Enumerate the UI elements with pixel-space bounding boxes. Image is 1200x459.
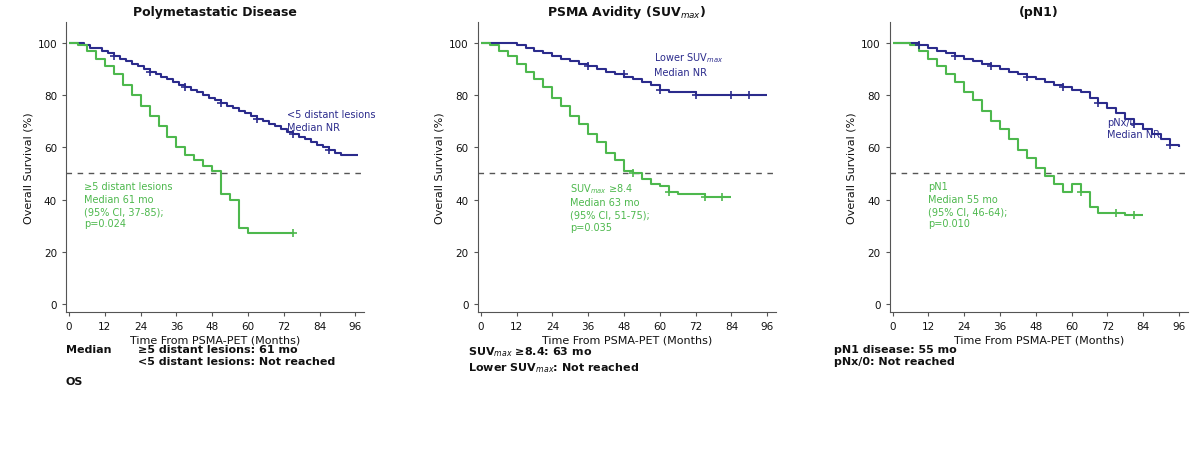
- Point: [982, 63, 1001, 71]
- Point: [1160, 142, 1180, 149]
- Title: Initial Nodal Disease
(pN1): Initial Nodal Disease (pN1): [967, 0, 1111, 19]
- Text: ≥5 distant lesions
Median 61 mo
(95% CI, 37-85);
p=0.024: ≥5 distant lesions Median 61 mo (95% CI,…: [84, 182, 173, 229]
- Point: [946, 53, 965, 61]
- Text: ≥5 distant lesions: 61 mo
<5 distant lesions: Not reached: ≥5 distant lesions: 61 mo <5 distant les…: [138, 344, 335, 366]
- Point: [1070, 189, 1090, 196]
- Text: SUV$_{max}$ ≥8.4
Median 63 mo
(95% CI, 51-75);
p=0.035: SUV$_{max}$ ≥8.4 Median 63 mo (95% CI, 5…: [570, 182, 650, 233]
- Text: OS: OS: [66, 376, 83, 386]
- Point: [695, 194, 714, 201]
- Point: [659, 189, 678, 196]
- Text: SUV$_{max}$ ≥8.4: 63 mo
Lower SUV$_{max}$: Not reached: SUV$_{max}$ ≥8.4: 63 mo Lower SUV$_{max}…: [468, 344, 640, 374]
- Title: PSMA-PET–Detected
PSMA Avidity (SUV$_{max}$): PSMA-PET–Detected PSMA Avidity (SUV$_{ma…: [547, 0, 707, 21]
- X-axis label: Time From PSMA-PET (Months): Time From PSMA-PET (Months): [954, 335, 1124, 345]
- Point: [1106, 209, 1126, 217]
- Title: PSMA-PET–Detected
Polymetastatic Disease: PSMA-PET–Detected Polymetastatic Disease: [133, 0, 298, 19]
- Point: [1088, 100, 1108, 107]
- Point: [175, 84, 194, 92]
- Point: [739, 92, 758, 100]
- Text: Lower SUV$_{max}$
Median NR: Lower SUV$_{max}$ Median NR: [654, 51, 724, 78]
- Point: [623, 170, 642, 178]
- Text: Median: Median: [66, 344, 112, 354]
- Point: [614, 72, 634, 79]
- Point: [1054, 84, 1073, 92]
- Y-axis label: Overall Survival (%): Overall Survival (%): [434, 112, 445, 223]
- Text: pN1
Median 55 mo
(95% CI, 46-64);
p=0.010: pN1 Median 55 mo (95% CI, 46-64); p=0.01…: [929, 182, 1008, 229]
- Y-axis label: Overall Survival (%): Overall Survival (%): [23, 112, 34, 223]
- Point: [1124, 121, 1144, 128]
- Text: <5 distant lesions
Median NR: <5 distant lesions Median NR: [287, 110, 376, 132]
- Text: pN1 disease: 55 mo
pNx/0: Not reached: pN1 disease: 55 mo pNx/0: Not reached: [834, 344, 956, 366]
- Point: [1018, 74, 1037, 81]
- X-axis label: Time From PSMA-PET (Months): Time From PSMA-PET (Months): [542, 335, 712, 345]
- Point: [686, 92, 706, 100]
- Point: [578, 63, 598, 71]
- Point: [211, 100, 230, 107]
- Point: [910, 43, 929, 50]
- Point: [247, 116, 266, 123]
- Text: pNx/0
Median NR: pNx/0 Median NR: [1108, 118, 1160, 140]
- Point: [1124, 212, 1144, 219]
- Point: [722, 92, 742, 100]
- Point: [713, 194, 732, 201]
- X-axis label: Time From PSMA-PET (Months): Time From PSMA-PET (Months): [130, 335, 300, 345]
- Point: [104, 53, 124, 61]
- Point: [140, 69, 160, 76]
- Point: [283, 131, 302, 139]
- Point: [650, 87, 670, 95]
- Point: [319, 147, 338, 154]
- Point: [283, 230, 302, 238]
- Y-axis label: Overall Survival (%): Overall Survival (%): [847, 112, 857, 223]
